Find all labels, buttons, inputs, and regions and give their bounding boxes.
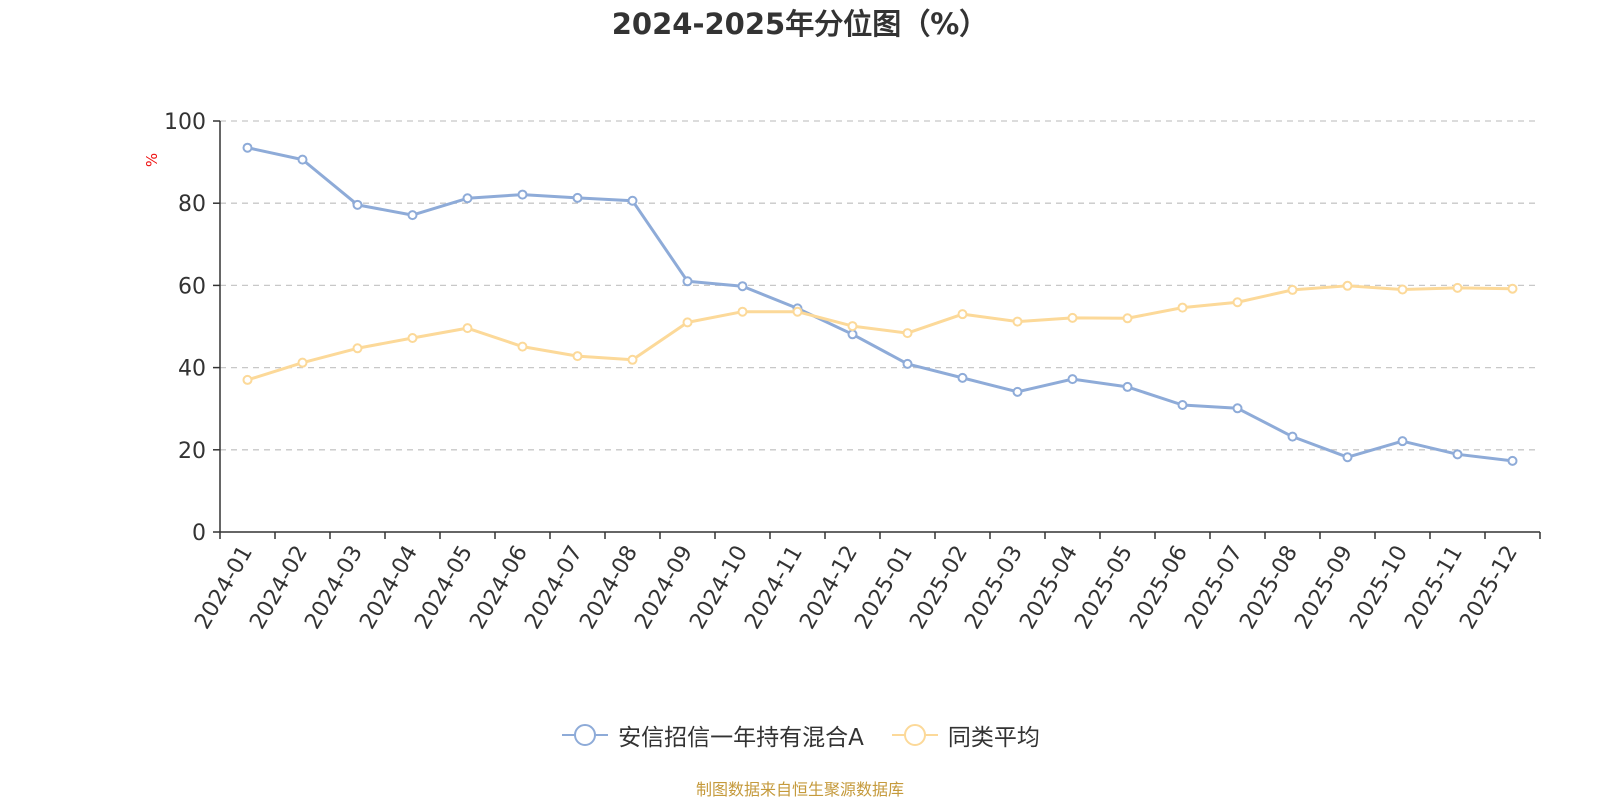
data-point[interactable] bbox=[1507, 455, 1518, 466]
legend: 安信招信一年持有混合A 同类平均 bbox=[0, 718, 1600, 752]
data-point[interactable] bbox=[1177, 302, 1188, 313]
data-point[interactable] bbox=[1287, 284, 1298, 295]
chart-title: 2024-2025年分位图（%） bbox=[611, 7, 989, 41]
data-point[interactable] bbox=[1067, 374, 1078, 385]
data-point[interactable] bbox=[462, 193, 473, 204]
data-point[interactable] bbox=[902, 328, 913, 339]
data-point[interactable] bbox=[1342, 452, 1353, 463]
data-point[interactable] bbox=[517, 341, 528, 352]
data-point[interactable] bbox=[792, 306, 803, 317]
data-point[interactable] bbox=[627, 354, 638, 365]
data-point[interactable] bbox=[297, 357, 308, 368]
data-point[interactable] bbox=[902, 358, 913, 369]
data-point[interactable] bbox=[1122, 313, 1133, 324]
data-point[interactable] bbox=[572, 351, 583, 362]
data-point[interactable] bbox=[1342, 280, 1353, 291]
data-point[interactable] bbox=[682, 317, 693, 328]
y-tick-label: 100 bbox=[164, 110, 206, 135]
data-point[interactable] bbox=[572, 192, 583, 203]
legend-fund-label: 安信招信一年持有混合A bbox=[618, 725, 864, 751]
data-point[interactable] bbox=[352, 199, 363, 210]
data-point[interactable] bbox=[1177, 400, 1188, 411]
legend-item-fund[interactable]: 安信招信一年持有混合A bbox=[560, 718, 864, 752]
data-point[interactable] bbox=[737, 281, 748, 292]
data-point[interactable] bbox=[847, 321, 858, 332]
legend-peer-average-label: 同类平均 bbox=[947, 725, 1040, 751]
axes: 0204060801002024-012024-022024-032024-04… bbox=[164, 110, 1541, 634]
data-point[interactable] bbox=[1287, 431, 1298, 442]
data-point[interactable] bbox=[1232, 297, 1243, 308]
data-point[interactable] bbox=[1397, 284, 1408, 295]
data-point[interactable] bbox=[1122, 381, 1133, 392]
series-lines bbox=[242, 142, 1518, 466]
series-line-0 bbox=[247, 146, 1513, 463]
data-point[interactable] bbox=[242, 374, 253, 385]
data-point[interactable] bbox=[737, 306, 748, 317]
data-point[interactable] bbox=[407, 210, 418, 221]
y-tick-label: 0 bbox=[192, 521, 206, 546]
y-tick-label: 80 bbox=[178, 192, 206, 217]
data-point[interactable] bbox=[297, 154, 308, 165]
legend-peer-average-symbol-icon bbox=[891, 724, 938, 746]
gridlines bbox=[220, 120, 1540, 451]
data-point[interactable] bbox=[847, 329, 858, 340]
data-point[interactable] bbox=[1012, 316, 1023, 327]
data-point[interactable] bbox=[352, 343, 363, 354]
data-point[interactable] bbox=[957, 372, 968, 383]
y-tick-label: 20 bbox=[178, 439, 206, 464]
data-point[interactable] bbox=[1397, 436, 1408, 447]
y-axis-unit-label: % bbox=[143, 153, 161, 167]
data-point[interactable] bbox=[462, 323, 473, 334]
series-line-1 bbox=[247, 284, 1513, 382]
legend-fund-symbol-icon bbox=[562, 724, 609, 746]
data-point[interactable] bbox=[407, 333, 418, 344]
data-point[interactable] bbox=[682, 276, 693, 287]
y-tick-label: 40 bbox=[178, 357, 206, 382]
data-point[interactable] bbox=[1452, 449, 1463, 460]
data-point[interactable] bbox=[517, 189, 528, 200]
data-point[interactable] bbox=[1232, 403, 1243, 414]
data-point[interactable] bbox=[627, 195, 638, 206]
legend-item-peer-average[interactable]: 同类平均 bbox=[890, 718, 1040, 752]
source-note: 制图数据来自恒生聚源数据库 bbox=[695, 780, 904, 799]
data-point[interactable] bbox=[242, 142, 253, 153]
y-tick-label: 60 bbox=[178, 274, 206, 299]
data-point[interactable] bbox=[1012, 386, 1023, 397]
data-point[interactable] bbox=[957, 309, 968, 320]
data-point[interactable] bbox=[1452, 282, 1463, 293]
data-point[interactable] bbox=[1067, 312, 1078, 323]
data-point[interactable] bbox=[1507, 283, 1518, 294]
